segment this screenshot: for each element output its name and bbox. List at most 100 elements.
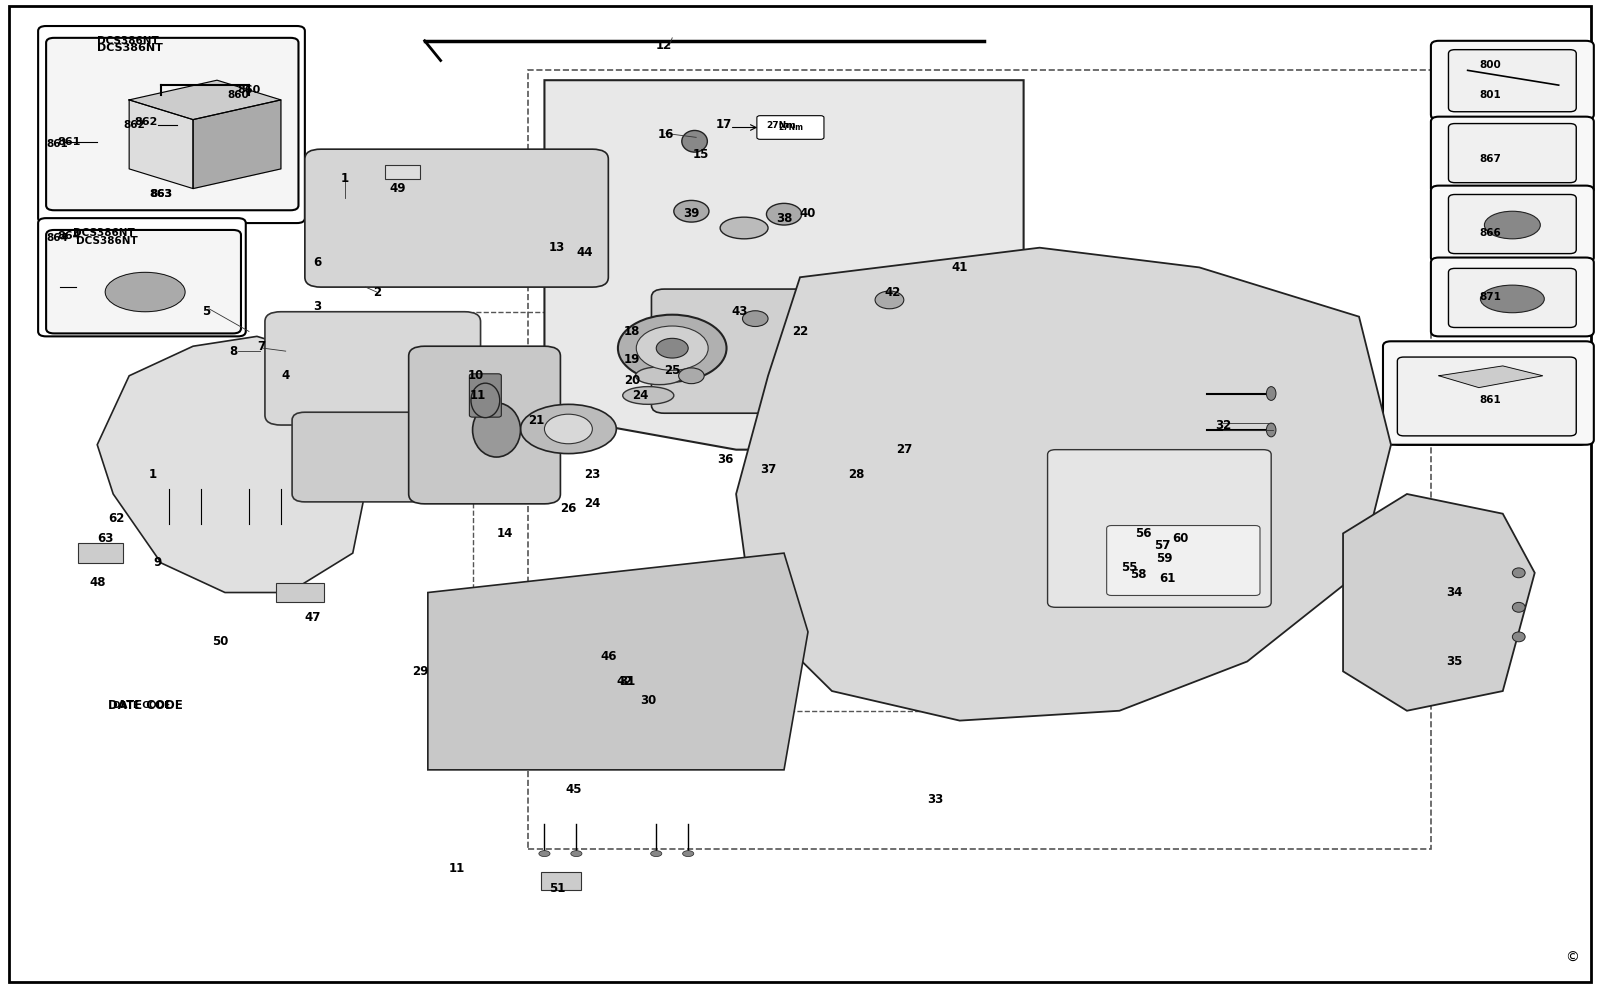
Text: 801: 801 <box>1478 90 1501 100</box>
Text: 12: 12 <box>656 40 672 52</box>
Ellipse shape <box>637 326 709 370</box>
Text: 862: 862 <box>123 120 146 129</box>
Text: 7: 7 <box>258 340 266 353</box>
Text: 56: 56 <box>1134 527 1152 539</box>
FancyBboxPatch shape <box>38 26 306 223</box>
Text: 863: 863 <box>149 189 173 199</box>
FancyBboxPatch shape <box>1448 49 1576 112</box>
Ellipse shape <box>571 851 582 857</box>
Text: 63: 63 <box>98 532 114 544</box>
Text: ©: © <box>1565 950 1579 965</box>
Text: 871: 871 <box>1478 292 1501 302</box>
Ellipse shape <box>1512 632 1525 642</box>
Ellipse shape <box>520 404 616 453</box>
FancyBboxPatch shape <box>408 346 560 504</box>
Text: 27Nm: 27Nm <box>778 123 803 132</box>
Text: 30: 30 <box>640 695 656 707</box>
Ellipse shape <box>544 414 592 444</box>
Text: 3: 3 <box>314 300 322 313</box>
Text: 32: 32 <box>1214 419 1232 432</box>
Ellipse shape <box>875 291 904 309</box>
Ellipse shape <box>470 383 499 418</box>
Text: 25: 25 <box>664 365 680 377</box>
FancyBboxPatch shape <box>757 116 824 139</box>
Text: 58: 58 <box>1130 568 1147 581</box>
Text: 862: 862 <box>134 117 157 126</box>
Text: 11: 11 <box>469 389 485 402</box>
Text: 866: 866 <box>1478 228 1501 238</box>
Text: 861: 861 <box>58 137 80 147</box>
Polygon shape <box>130 80 282 120</box>
Text: 861: 861 <box>1478 395 1501 405</box>
Text: 5: 5 <box>202 305 210 318</box>
FancyBboxPatch shape <box>1107 526 1259 596</box>
FancyBboxPatch shape <box>1048 450 1270 608</box>
Text: 10: 10 <box>467 370 483 382</box>
Polygon shape <box>194 100 282 189</box>
Text: 45: 45 <box>565 783 581 796</box>
Ellipse shape <box>539 851 550 857</box>
Text: 47: 47 <box>304 611 322 623</box>
Text: 49: 49 <box>389 182 406 195</box>
Text: 33: 33 <box>928 793 944 806</box>
Text: 860: 860 <box>227 90 248 100</box>
Text: 51: 51 <box>549 881 565 894</box>
Text: 48: 48 <box>90 576 106 589</box>
Ellipse shape <box>651 851 662 857</box>
FancyBboxPatch shape <box>1448 124 1576 183</box>
Text: 16: 16 <box>658 127 674 141</box>
Polygon shape <box>98 336 368 593</box>
FancyBboxPatch shape <box>469 373 501 417</box>
Bar <box>541 872 581 890</box>
FancyBboxPatch shape <box>1430 41 1594 120</box>
Text: 27Nm: 27Nm <box>766 121 795 130</box>
Text: 22: 22 <box>792 325 808 338</box>
Text: 9: 9 <box>154 556 162 569</box>
Ellipse shape <box>1480 286 1544 313</box>
Text: 37: 37 <box>760 462 776 476</box>
Text: 24: 24 <box>584 497 600 511</box>
Polygon shape <box>130 100 194 189</box>
Text: 19: 19 <box>624 353 640 366</box>
Text: 57: 57 <box>1154 538 1171 551</box>
Bar <box>472 312 1032 710</box>
Text: DATE CODE: DATE CODE <box>107 700 182 712</box>
FancyBboxPatch shape <box>1448 195 1576 254</box>
Text: 40: 40 <box>800 206 816 219</box>
Ellipse shape <box>674 201 709 222</box>
Text: 27: 27 <box>896 444 912 456</box>
Ellipse shape <box>682 130 707 152</box>
Text: 18: 18 <box>624 325 640 338</box>
Text: DATE CODE: DATE CODE <box>114 701 171 710</box>
FancyBboxPatch shape <box>1430 258 1594 336</box>
FancyBboxPatch shape <box>38 218 246 336</box>
Text: 29: 29 <box>411 665 429 678</box>
Text: 800: 800 <box>1478 60 1501 70</box>
Ellipse shape <box>622 386 674 404</box>
Text: DCS386NT: DCS386NT <box>74 228 134 238</box>
Text: 62: 62 <box>109 512 125 526</box>
Ellipse shape <box>656 338 688 358</box>
FancyBboxPatch shape <box>46 230 242 333</box>
FancyBboxPatch shape <box>46 38 299 210</box>
Text: 13: 13 <box>549 241 565 254</box>
Text: 34: 34 <box>1446 586 1462 599</box>
Text: 14: 14 <box>496 527 512 539</box>
Text: 42: 42 <box>885 286 901 298</box>
Ellipse shape <box>678 368 704 383</box>
Text: 8: 8 <box>229 345 237 358</box>
Text: 42: 42 <box>616 675 632 688</box>
FancyBboxPatch shape <box>651 289 869 413</box>
Text: 35: 35 <box>1446 655 1462 668</box>
Text: 11: 11 <box>448 862 464 875</box>
FancyBboxPatch shape <box>1448 269 1576 327</box>
FancyBboxPatch shape <box>1382 341 1594 445</box>
Ellipse shape <box>1512 603 1525 613</box>
Ellipse shape <box>683 851 694 857</box>
Text: 864: 864 <box>46 233 69 243</box>
Text: 15: 15 <box>693 147 709 161</box>
FancyBboxPatch shape <box>293 412 485 502</box>
Text: 1: 1 <box>149 467 157 481</box>
Text: 860: 860 <box>238 85 261 95</box>
FancyBboxPatch shape <box>306 149 608 288</box>
